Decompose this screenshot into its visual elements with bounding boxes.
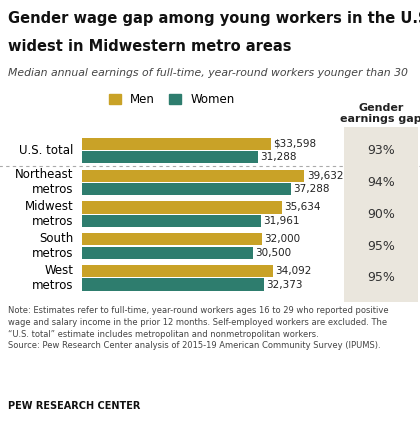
Text: 37,288: 37,288 [294,184,330,194]
Text: $33,598: $33,598 [273,139,316,149]
Text: 39,632: 39,632 [307,170,343,181]
Text: 31,961: 31,961 [264,216,300,226]
Text: 35,634: 35,634 [284,203,321,213]
Text: 95%: 95% [367,271,395,284]
Bar [82,201,282,214]
Text: widest in Midwestern metro areas: widest in Midwestern metro areas [8,39,292,54]
Text: Median annual earnings of full-time, year-round workers younger than 30: Median annual earnings of full-time, yea… [8,68,408,78]
Bar [82,279,264,291]
Text: 32,000: 32,000 [264,234,300,244]
Text: Gender wage gap among young workers in the U.S. is: Gender wage gap among young workers in t… [8,11,420,26]
Text: 93%: 93% [367,144,395,157]
Bar [82,233,262,245]
Bar [82,170,304,182]
Text: PEW RESEARCH CENTER: PEW RESEARCH CENTER [8,401,141,411]
Text: 90%: 90% [367,208,395,221]
Text: 95%: 95% [367,240,395,252]
Text: 30,500: 30,500 [255,248,291,258]
Text: 34,092: 34,092 [276,266,312,276]
Bar [82,151,257,163]
Text: Note: Estimates refer to full-time, year-round workers ages 16 to 29 who reporte: Note: Estimates refer to full-time, year… [8,306,389,350]
Bar [82,265,273,277]
Text: 94%: 94% [367,176,395,189]
Bar [82,215,261,227]
Bar [82,246,253,259]
Bar [82,138,270,150]
Legend: Men, Women: Men, Women [109,93,235,106]
Text: 31,288: 31,288 [260,152,297,162]
Text: 32,373: 32,373 [266,279,302,289]
Bar [82,183,291,195]
Text: Gender
earnings gap: Gender earnings gap [340,103,420,124]
